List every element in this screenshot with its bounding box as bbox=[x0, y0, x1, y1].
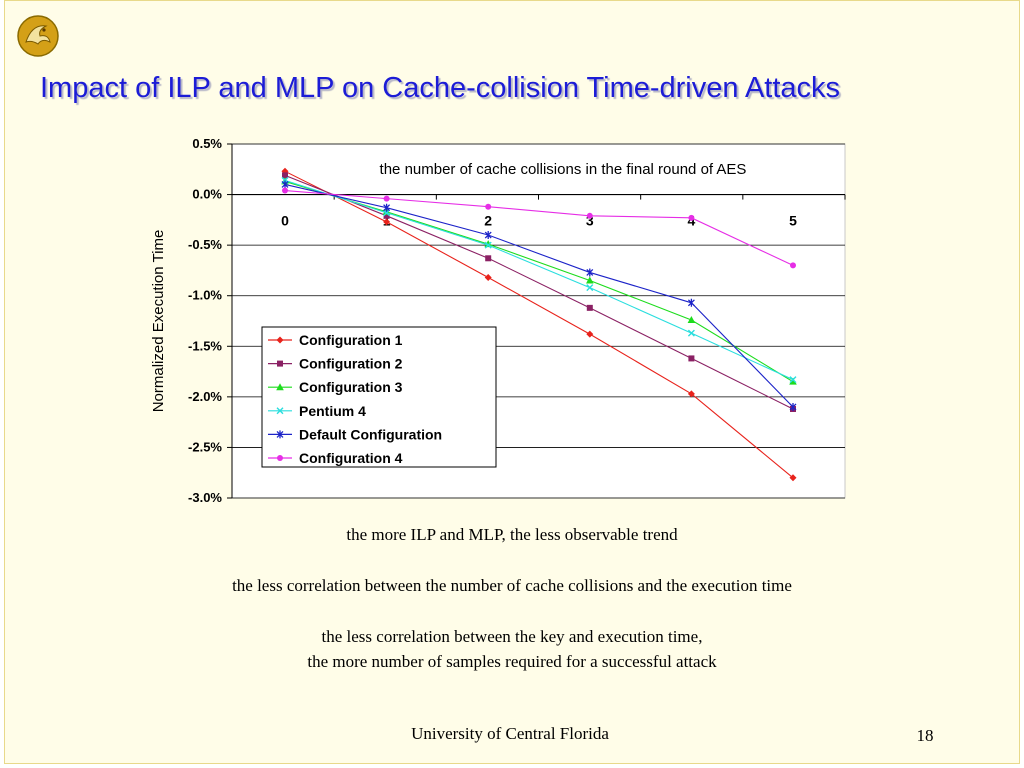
legend-item: Configuration 3 bbox=[268, 379, 403, 395]
data-point bbox=[484, 241, 492, 249]
chart-legend: Configuration 1 Configuration 2 Configurat… bbox=[261, 326, 497, 468]
data-point bbox=[383, 209, 391, 217]
data-point bbox=[277, 360, 283, 367]
series-line bbox=[284, 170, 794, 479]
series-line bbox=[284, 174, 794, 410]
chart-y-axis-label: Normalized Execution Time bbox=[150, 230, 167, 413]
legend-item: Configuration 1 bbox=[268, 332, 403, 348]
data-point bbox=[586, 268, 594, 277]
legend-item: Default Configuration bbox=[268, 426, 442, 442]
legend-box bbox=[261, 326, 497, 468]
y-tick-label: -1.0% bbox=[188, 288, 222, 303]
data-point bbox=[687, 298, 695, 307]
data-point bbox=[276, 407, 284, 415]
data-point bbox=[586, 284, 594, 292]
footer-institution: University of Central Florida bbox=[411, 724, 609, 743]
legend-label: Configuration 1 bbox=[299, 332, 403, 348]
legend-label: Configuration 4 bbox=[299, 450, 403, 466]
y-tick-label: -0.5% bbox=[188, 237, 222, 252]
data-point bbox=[688, 214, 695, 221]
x-tick-label: 5 bbox=[789, 213, 797, 229]
legend-item: Pentium 4 bbox=[268, 403, 366, 419]
data-point bbox=[789, 402, 797, 411]
caption-ilp-mlp-trend: the more ILP and MLP, the less observabl… bbox=[346, 525, 678, 544]
chart-series bbox=[281, 167, 797, 482]
caption-correlation-collisions: the less correlation between the number … bbox=[232, 576, 792, 595]
data-point bbox=[277, 455, 283, 461]
data-point bbox=[383, 195, 390, 202]
y-tick-label: -2.5% bbox=[188, 439, 222, 454]
series-line bbox=[284, 183, 794, 408]
legend-label: Pentium 4 bbox=[299, 403, 366, 419]
legend-item: Configuration 4 bbox=[268, 450, 403, 466]
data-point bbox=[484, 231, 492, 240]
data-point bbox=[276, 430, 284, 439]
data-point bbox=[687, 329, 695, 337]
data-point bbox=[789, 474, 797, 482]
data-point bbox=[282, 172, 288, 179]
x-tick-label: 0 bbox=[281, 213, 289, 229]
y-tick-label: 0.0% bbox=[192, 187, 222, 202]
pegasus-logo-icon bbox=[17, 15, 59, 57]
data-point bbox=[586, 330, 594, 338]
caption-correlation-key: the less correlation between the key and… bbox=[321, 627, 703, 646]
legend-label: Default Configuration bbox=[299, 426, 442, 442]
y-tick-label: 0.5% bbox=[192, 136, 222, 151]
y-tick-label: -3.0% bbox=[188, 490, 222, 505]
page-number: 18 bbox=[916, 726, 934, 745]
data-point bbox=[383, 203, 391, 212]
caption-samples-required: the more number of samples required for … bbox=[307, 652, 717, 671]
data-point bbox=[276, 383, 284, 391]
series-3 bbox=[281, 176, 797, 384]
data-point bbox=[688, 355, 695, 362]
data-point bbox=[586, 304, 593, 311]
data-point bbox=[276, 336, 284, 344]
x-tick-label: 3 bbox=[586, 213, 594, 229]
series-line bbox=[284, 179, 794, 381]
data-point bbox=[484, 274, 492, 282]
x-tick-label: 2 bbox=[484, 213, 492, 229]
data-point bbox=[789, 376, 797, 384]
data-point bbox=[789, 377, 797, 385]
series-4 bbox=[281, 180, 797, 411]
series-line bbox=[284, 189, 794, 266]
data-point bbox=[383, 218, 391, 226]
data-point bbox=[687, 315, 696, 323]
data-point bbox=[383, 212, 390, 219]
slide-title: Impact of ILP and MLP on Cache-collision… bbox=[40, 72, 841, 104]
chart-y-ticks: 0.5% 0.0% -0.5% -1.0% -1.5% -2.0% -2.5% -3.0% bbox=[188, 136, 232, 505]
data-point bbox=[586, 212, 593, 219]
y-tick-label: -2.0% bbox=[188, 389, 222, 404]
y-tick-label: -1.5% bbox=[188, 338, 222, 353]
data-point bbox=[485, 255, 492, 262]
data-point bbox=[790, 262, 796, 269]
series-line bbox=[284, 180, 794, 383]
series-5 bbox=[282, 187, 796, 269]
data-point bbox=[485, 203, 492, 210]
chart-x-axis-label: the number of cache collisions in the fi… bbox=[380, 161, 747, 178]
legend-label: Configuration 2 bbox=[299, 356, 403, 372]
data-point bbox=[586, 276, 594, 284]
legend-item: Configuration 2 bbox=[268, 356, 403, 372]
data-point bbox=[281, 180, 289, 189]
data-point bbox=[282, 187, 288, 194]
legend-label: Configuration 3 bbox=[299, 379, 403, 395]
data-point bbox=[687, 390, 695, 398]
